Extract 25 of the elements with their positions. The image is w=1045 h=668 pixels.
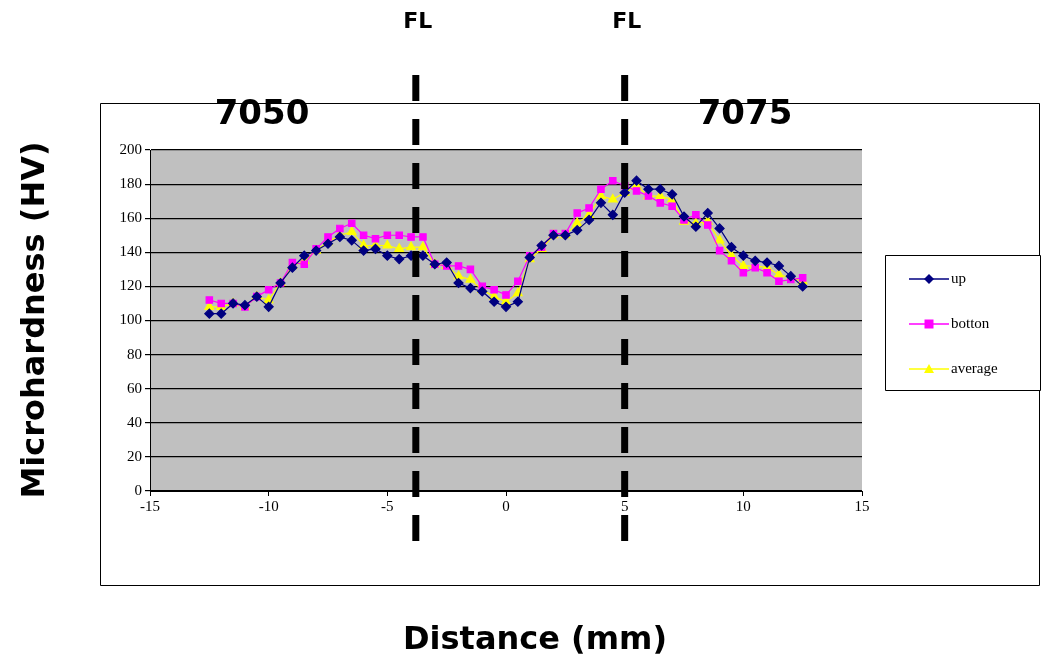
y-tick-label: 20 [127,447,142,464]
y-tick-label: 120 [119,277,142,294]
y-tick-label: 160 [119,209,142,226]
y-tick-label: 180 [119,175,142,192]
y-tick-label: 40 [127,413,142,430]
y-tick-label: 80 [127,345,142,362]
y-tick-label: 0 [134,481,142,498]
x-tick-label: -10 [258,497,279,514]
x-axis-title: Distance (mm) [403,619,667,658]
legend-label: botton [951,314,990,331]
y-tick-label: 100 [119,311,142,328]
y-axis-title: Microhardness (HV) [14,141,53,499]
x-tick-label: 5 [620,497,629,514]
x-tick-label: -15 [140,497,160,514]
x-tick-label: 15 [854,497,870,514]
y-tick-label: 140 [119,243,142,260]
legend-label: up [951,269,966,286]
x-tick-label: 10 [735,497,751,514]
ref-line-label: FL [403,7,433,33]
x-tick-label: 0 [502,497,510,514]
y-tick-label: 60 [127,379,142,396]
legend-label: average [951,359,998,376]
ref-line-label: FL [612,7,642,33]
x-tick-label: -5 [381,497,394,514]
y-tick-label: 200 [119,140,142,157]
